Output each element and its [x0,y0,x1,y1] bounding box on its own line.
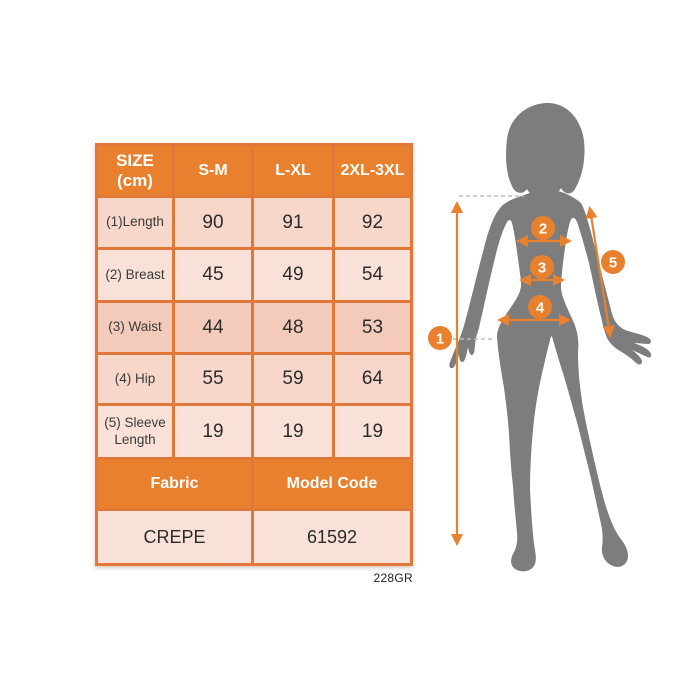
footer-fabric-header: Fabric [98,460,251,508]
marker-5-label: 5 [609,255,617,272]
row-hip-sm: 55 [175,355,251,403]
row-length-2xl3xl: 92 [335,198,410,247]
row-sleeve-2xl3xl: 19 [335,406,410,457]
marker-badges: 1 2 3 4 5 [428,216,625,350]
row-sleeve-lxl: 19 [254,406,332,457]
footer-fabric-value: CREPE [98,511,251,563]
header-size-line1: SIZE [116,150,154,170]
figure-svg: 1 2 3 4 5 [428,102,652,572]
size-table: SIZE (cm) S-M L-XL 2XL-3XL (1)Length 90 … [95,143,413,566]
row-breast-label: (2) Breast [98,250,172,300]
row-breast-2xl3xl: 54 [335,250,410,300]
header-col-sm: S-M [175,146,251,195]
row-sleeve-label: (5) Sleeve Length [98,406,172,457]
marker-4-label: 4 [536,300,545,317]
measurement-figure: 1 2 3 4 5 [420,95,660,580]
row-length-label: (1)Length [98,198,172,247]
header-size-line2: (cm) [117,170,153,190]
row-sleeve-sm: 19 [175,406,251,457]
row-waist-sm: 44 [175,303,251,352]
weight-note: 228GR [373,571,413,585]
row-breast-sm: 45 [175,250,251,300]
header-col-2xl3xl: 2XL-3XL [335,146,410,195]
marker-3-label: 3 [538,260,546,277]
row-waist-label: (3) Waist [98,303,172,352]
marker-1-circle [428,326,452,350]
header-size-cm: SIZE (cm) [98,146,172,195]
footer-model-value: 61592 [254,511,410,563]
row-hip-2xl3xl: 64 [335,355,410,403]
row-breast-lxl: 49 [254,250,332,300]
header-col-lxl: L-XL [254,146,332,195]
row-hip-lxl: 59 [254,355,332,403]
marker-2-circle [531,216,555,240]
marker-1-label: 1 [436,331,444,348]
row-waist-lxl: 48 [254,303,332,352]
row-length-lxl: 91 [254,198,332,247]
hair-shape [506,102,585,196]
marker-4-circle [528,295,552,319]
row-length-sm: 90 [175,198,251,247]
marker-5-circle [601,250,625,274]
row-hip-label: (4) Hip [98,355,172,403]
marker-3-circle [530,255,554,279]
sleeve-arrow [585,205,615,339]
footer-model-header: Model Code [254,460,410,508]
marker-2-label: 2 [539,221,547,238]
row-waist-2xl3xl: 53 [335,303,410,352]
female-silhouette [449,102,652,572]
